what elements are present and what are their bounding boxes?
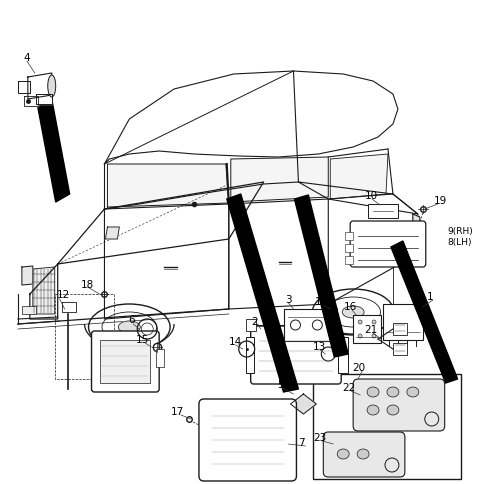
Text: 7: 7: [298, 437, 305, 447]
Text: 15: 15: [136, 334, 149, 344]
Ellipse shape: [337, 449, 349, 459]
Bar: [22, 306, 36, 314]
Text: 9(RH): 9(RH): [448, 227, 473, 236]
Text: 4: 4: [24, 53, 30, 63]
Text: 20: 20: [352, 362, 366, 372]
Bar: [383, 304, 423, 340]
Text: 14: 14: [229, 336, 242, 346]
Ellipse shape: [119, 321, 140, 333]
Bar: [246, 337, 253, 373]
Ellipse shape: [387, 387, 399, 397]
Polygon shape: [290, 394, 316, 414]
Bar: [353, 316, 381, 343]
Polygon shape: [24, 97, 38, 107]
Polygon shape: [36, 95, 52, 105]
Polygon shape: [18, 82, 30, 94]
Text: 3: 3: [285, 294, 292, 304]
Text: 21: 21: [364, 324, 378, 334]
Polygon shape: [38, 100, 70, 203]
Polygon shape: [105, 205, 229, 319]
Polygon shape: [229, 199, 328, 309]
Bar: [368, 205, 398, 219]
Text: 22: 22: [343, 382, 356, 392]
FancyBboxPatch shape: [251, 326, 341, 384]
Polygon shape: [227, 195, 299, 392]
Text: 12: 12: [57, 289, 70, 300]
Polygon shape: [30, 264, 58, 319]
Text: 11: 11: [315, 296, 328, 306]
Bar: [313, 374, 461, 479]
Polygon shape: [22, 267, 33, 286]
Text: 13: 13: [312, 341, 326, 351]
Ellipse shape: [357, 449, 369, 459]
Ellipse shape: [342, 306, 364, 318]
Ellipse shape: [358, 320, 362, 324]
Bar: [100, 340, 150, 383]
Ellipse shape: [367, 405, 379, 415]
Text: 19: 19: [434, 196, 447, 206]
Polygon shape: [391, 242, 457, 383]
Text: 6: 6: [128, 314, 134, 324]
Polygon shape: [413, 214, 420, 247]
FancyBboxPatch shape: [92, 332, 159, 392]
Text: 23: 23: [314, 432, 327, 442]
Bar: [246, 319, 256, 332]
Ellipse shape: [48, 76, 56, 98]
Text: 1: 1: [426, 291, 433, 302]
Bar: [156, 349, 164, 367]
Polygon shape: [330, 155, 388, 199]
Bar: [345, 257, 353, 264]
Ellipse shape: [372, 334, 376, 338]
FancyBboxPatch shape: [350, 222, 426, 268]
Polygon shape: [106, 227, 120, 240]
Bar: [338, 337, 348, 373]
Text: 2: 2: [252, 317, 258, 326]
Bar: [393, 323, 407, 335]
Polygon shape: [294, 196, 348, 357]
Ellipse shape: [407, 387, 419, 397]
Bar: [393, 343, 407, 355]
Text: 8(LH): 8(LH): [448, 238, 472, 247]
Polygon shape: [108, 165, 229, 208]
FancyBboxPatch shape: [353, 379, 444, 431]
Polygon shape: [28, 74, 52, 100]
Polygon shape: [61, 302, 76, 312]
Text: 10: 10: [364, 191, 378, 200]
Bar: [345, 232, 353, 241]
Polygon shape: [58, 182, 264, 264]
Polygon shape: [33, 268, 55, 314]
Ellipse shape: [372, 320, 376, 324]
Ellipse shape: [387, 405, 399, 415]
Text: 5: 5: [277, 379, 284, 389]
FancyBboxPatch shape: [324, 432, 405, 477]
Text: 16: 16: [344, 302, 357, 311]
Ellipse shape: [358, 334, 362, 338]
FancyBboxPatch shape: [199, 399, 297, 481]
Bar: [284, 309, 333, 341]
Bar: [55, 294, 114, 379]
Ellipse shape: [367, 387, 379, 397]
Bar: [345, 244, 353, 253]
Polygon shape: [231, 158, 328, 203]
Text: 17: 17: [170, 406, 184, 416]
Text: 18: 18: [81, 279, 94, 289]
Polygon shape: [299, 182, 418, 214]
